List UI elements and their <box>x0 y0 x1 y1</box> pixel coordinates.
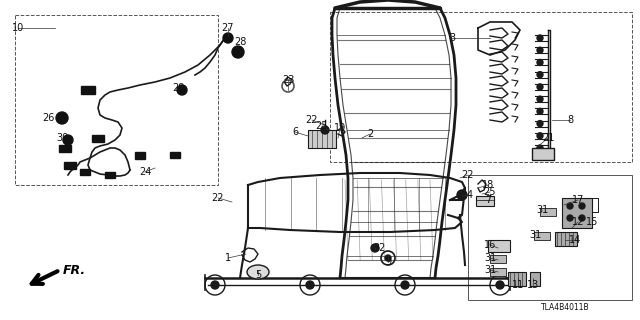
Bar <box>532 148 554 160</box>
Text: 16: 16 <box>484 240 496 250</box>
Bar <box>555 232 577 246</box>
Circle shape <box>385 255 391 261</box>
Circle shape <box>401 281 409 289</box>
Bar <box>81 86 95 94</box>
Bar <box>59 145 71 152</box>
Circle shape <box>537 121 543 126</box>
Bar <box>80 169 90 175</box>
Text: FR.: FR. <box>63 265 86 277</box>
Text: 24: 24 <box>139 167 151 177</box>
Text: 31: 31 <box>536 205 548 215</box>
Text: 22: 22 <box>306 115 318 125</box>
Bar <box>490 255 506 263</box>
Text: 18: 18 <box>482 180 494 190</box>
Circle shape <box>457 190 467 200</box>
Circle shape <box>537 47 543 53</box>
Bar <box>15 15 218 185</box>
Bar <box>540 208 556 216</box>
Bar <box>488 240 510 252</box>
Text: 31: 31 <box>484 253 496 263</box>
Text: 28: 28 <box>234 37 246 47</box>
Circle shape <box>177 85 187 95</box>
Text: 13: 13 <box>527 280 539 290</box>
Circle shape <box>537 145 543 151</box>
Bar <box>170 152 180 158</box>
Text: 26: 26 <box>42 113 54 123</box>
Text: 8: 8 <box>567 115 573 125</box>
Text: 32: 32 <box>374 243 386 253</box>
Text: 14: 14 <box>569 235 581 245</box>
Bar <box>135 152 145 159</box>
Circle shape <box>537 96 543 102</box>
Bar <box>508 272 526 286</box>
Circle shape <box>63 135 73 145</box>
Circle shape <box>537 108 543 114</box>
Text: 30: 30 <box>56 133 68 143</box>
Text: 22: 22 <box>461 170 474 180</box>
Circle shape <box>223 33 233 43</box>
Circle shape <box>321 126 329 134</box>
Circle shape <box>567 203 573 209</box>
Text: 7: 7 <box>485 195 491 205</box>
Circle shape <box>579 215 585 221</box>
Text: 25: 25 <box>316 121 328 131</box>
Bar <box>562 198 592 228</box>
Circle shape <box>537 133 543 139</box>
Bar <box>92 135 104 142</box>
Circle shape <box>537 60 543 66</box>
Text: 9: 9 <box>385 257 391 267</box>
Bar <box>330 12 632 162</box>
Circle shape <box>537 35 543 41</box>
Circle shape <box>496 281 504 289</box>
Text: 6: 6 <box>292 127 298 137</box>
Bar <box>530 272 540 286</box>
Text: 23: 23 <box>282 75 294 85</box>
Text: 4: 4 <box>467 190 473 200</box>
Text: 15: 15 <box>586 217 598 227</box>
Bar <box>534 232 550 240</box>
Text: 22: 22 <box>212 193 224 203</box>
Text: 17: 17 <box>572 195 584 205</box>
Bar <box>468 175 632 300</box>
Bar <box>490 268 506 276</box>
Text: 11: 11 <box>512 280 524 290</box>
Circle shape <box>232 46 244 58</box>
Text: 31: 31 <box>529 230 541 240</box>
Circle shape <box>56 112 68 124</box>
Circle shape <box>537 72 543 78</box>
Text: 19: 19 <box>334 123 346 133</box>
Circle shape <box>306 281 314 289</box>
Text: 29: 29 <box>172 83 184 93</box>
Circle shape <box>567 215 573 221</box>
Circle shape <box>211 281 219 289</box>
Bar <box>476 196 494 206</box>
Circle shape <box>537 84 543 90</box>
Text: 3: 3 <box>449 33 455 43</box>
Text: 27: 27 <box>221 23 234 33</box>
Text: 1: 1 <box>225 253 231 263</box>
Text: 21: 21 <box>542 133 554 143</box>
Text: 10: 10 <box>12 23 24 33</box>
Text: TLA4B4011B: TLA4B4011B <box>541 303 590 313</box>
Circle shape <box>579 203 585 209</box>
Bar <box>64 162 76 169</box>
Bar <box>308 130 336 148</box>
Ellipse shape <box>247 265 269 279</box>
Text: 31: 31 <box>484 265 496 275</box>
Text: 25: 25 <box>484 187 496 197</box>
Text: 5: 5 <box>255 270 261 280</box>
Text: 2: 2 <box>367 129 373 139</box>
Text: 12: 12 <box>572 217 584 227</box>
Circle shape <box>371 244 379 252</box>
Bar <box>105 172 115 178</box>
